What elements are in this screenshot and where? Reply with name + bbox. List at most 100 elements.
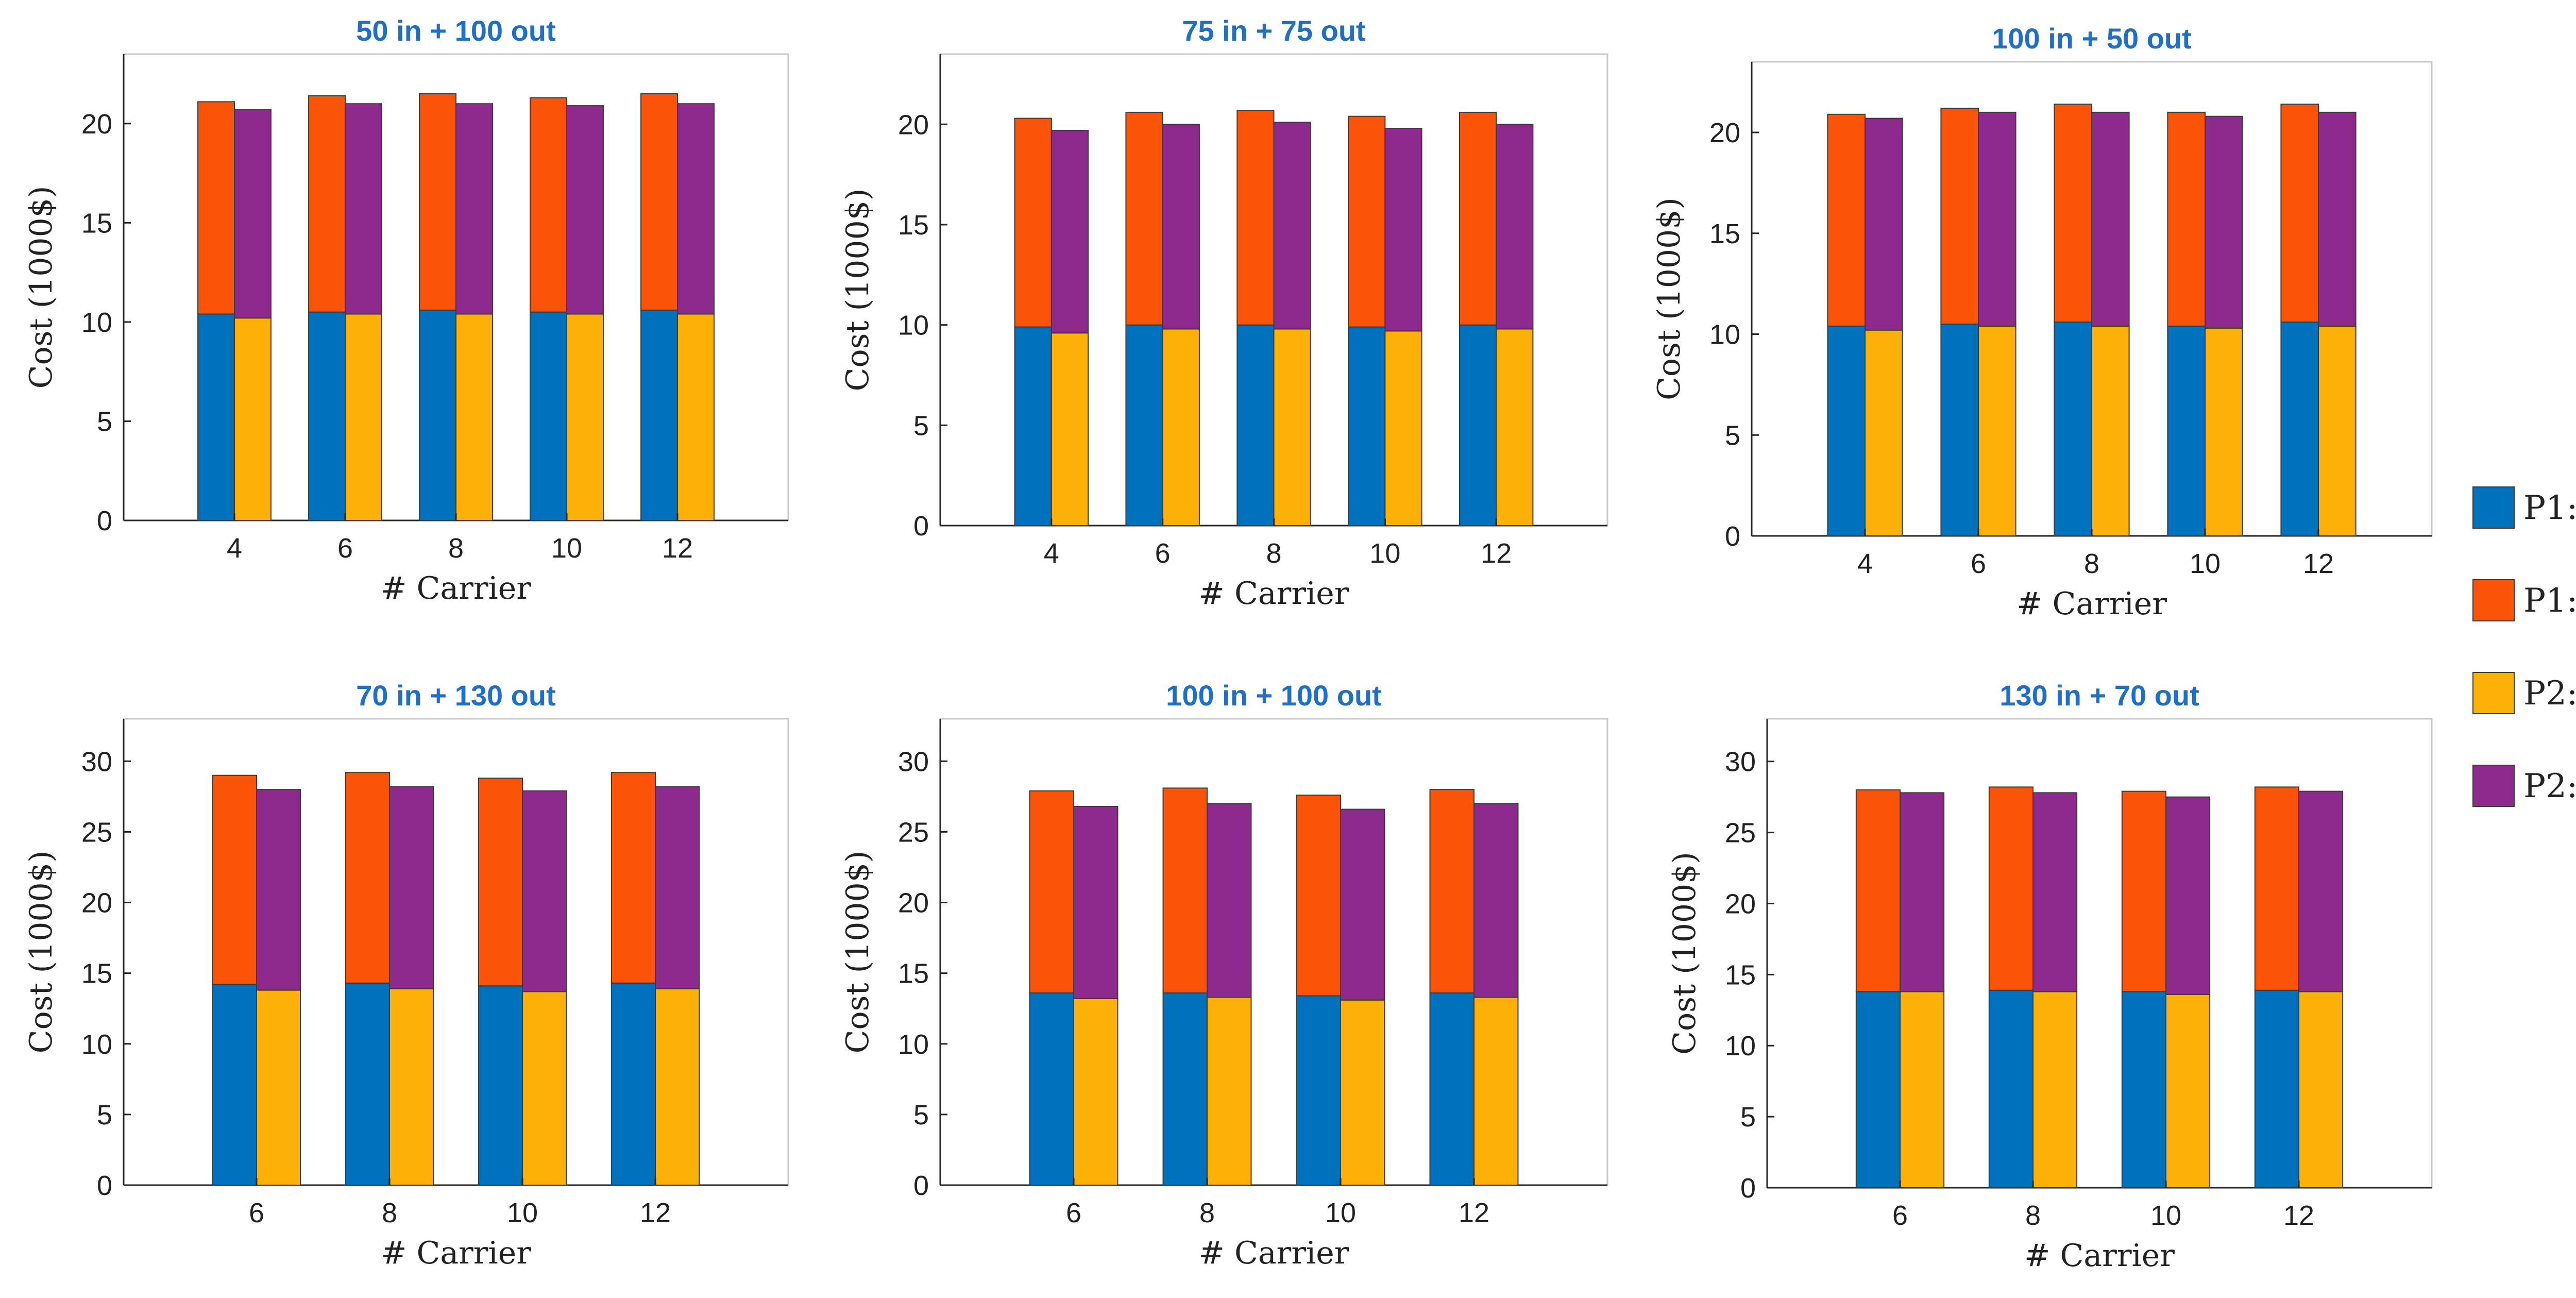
bar-segment	[1988, 786, 2034, 991]
chart-title: 130 in + 70 out	[1999, 679, 2199, 712]
bar-segment	[1073, 998, 1118, 1186]
bar-segment	[1296, 995, 1342, 1186]
bar-segment	[2054, 104, 2092, 323]
bar-segment	[1855, 789, 1901, 992]
y-tick-label: 15	[898, 210, 929, 241]
chart-panel-1: 50 in + 100 out 0 5 10 15 20 4 6 8 10 12 # Carrier C…	[23, 14, 789, 606]
bar-segment	[1827, 325, 1866, 536]
x-axis-label: # Carrier	[1199, 1235, 1349, 1271]
y-axis-label: Cost (1000$)	[840, 851, 876, 1054]
y-tick-label: 0	[913, 511, 929, 542]
y-tick-label: 15	[1725, 959, 1756, 990]
chart-panel-4: 70 in + 130 out 0 5 10 15 20 25 30 6 8 10 12 # Carri…	[23, 679, 789, 1271]
chart-panel-3: 100 in + 50 out 0 5 10 15 20 4 6 8 10 12 # Carrier C…	[1651, 22, 2433, 622]
bar-segment	[197, 313, 235, 521]
x-tick-label: 10	[2190, 548, 2221, 579]
y-axis-label: Cost (1000$)	[23, 851, 59, 1054]
x-tick-label: 12	[1481, 538, 1512, 569]
bar-segment	[308, 311, 346, 521]
bar-segment	[2091, 111, 2130, 327]
x-tick-label: 8	[382, 1198, 397, 1228]
bar-segment	[1978, 111, 2016, 327]
bar-segment	[2280, 322, 2319, 537]
x-tick-label: 6	[1971, 548, 1986, 579]
x-tick-label: 10	[551, 533, 582, 564]
y-tick-label: 5	[97, 406, 112, 437]
bar-segment	[212, 984, 257, 1186]
y-tick-label: 10	[81, 307, 112, 338]
x-tick-label: 8	[1199, 1198, 1215, 1228]
bar-segment	[1459, 111, 1497, 326]
y-tick-label: 25	[898, 817, 929, 848]
y-tick-label: 5	[913, 410, 929, 441]
bar-segment	[1296, 795, 1342, 997]
y-tick-label: 0	[97, 505, 112, 536]
bar-segment	[455, 313, 493, 521]
y-tick-label: 15	[81, 208, 112, 239]
chart-title: 100 in + 50 out	[1992, 22, 2192, 55]
bar-segment	[389, 988, 434, 1186]
x-tick-label: 12	[662, 533, 693, 564]
bar-segment	[611, 982, 656, 1186]
bar-segment	[1014, 326, 1052, 526]
legend-swatch	[2472, 579, 2515, 621]
bar-segment	[566, 313, 604, 521]
x-tick-label: 12	[2283, 1200, 2314, 1231]
legend-swatch	[2472, 765, 2515, 807]
bar-segment	[256, 989, 301, 1186]
legend-item: P1:0.10	[2472, 486, 2576, 529]
y-tick-label: 15	[898, 958, 929, 989]
legend-label: P1:0.05	[2523, 582, 2576, 620]
chart-panel-6: 130 in + 70 out 0 5 10 15 20 25 30 6 8 10 12 # Carri…	[1667, 679, 2433, 1274]
x-axis-label: # Carrier	[381, 570, 531, 606]
bar-segment	[2165, 993, 2211, 1189]
bar-segment	[1073, 806, 1118, 999]
y-tick-label: 0	[97, 1170, 112, 1201]
bar-segment	[2054, 322, 2092, 537]
y-tick-label: 20	[898, 109, 929, 140]
bar-segment	[1273, 328, 1311, 526]
y-tick-label: 20	[1709, 117, 1740, 148]
bar-segment	[1384, 330, 1422, 526]
bar-segment	[419, 93, 456, 311]
y-tick-label: 20	[1725, 888, 1756, 919]
y-axis-label: Cost (1000$)	[23, 186, 59, 389]
bar-segment	[234, 109, 272, 319]
x-tick-label: 6	[1155, 538, 1171, 569]
y-tick-label: 0	[913, 1170, 929, 1201]
bar-segment	[345, 772, 390, 984]
y-tick-label: 20	[81, 888, 112, 919]
chart-legend: P1:0.10 P1:0.05 P2:0.10 P2:0.05	[2472, 486, 2576, 807]
y-tick-label: 0	[1725, 521, 1740, 552]
bar-segment	[1273, 122, 1311, 330]
bar-segment	[1940, 323, 1979, 536]
bar-segment	[1029, 992, 1075, 1186]
bar-segment	[1207, 803, 1252, 998]
x-tick-label: 4	[1044, 538, 1059, 569]
bar-segment	[345, 982, 390, 1186]
bar-segment	[1162, 124, 1200, 330]
y-tick-label: 10	[81, 1029, 112, 1060]
x-tick-label: 8	[1266, 538, 1281, 569]
chart-title: 75 in + 75 out	[1182, 14, 1365, 47]
chart-panel-5: 100 in + 100 out 0 5 10 15 20 25 30 6 8 10 12 # Carr…	[840, 679, 1608, 1271]
legend-item: P1:0.05	[2472, 579, 2576, 621]
bar-segment	[345, 103, 382, 315]
bar-segment	[2205, 327, 2243, 536]
bar-segment	[308, 95, 346, 313]
legend-label: P2:0.05	[2523, 767, 2576, 805]
y-tick-label: 5	[913, 1100, 929, 1131]
y-tick-label: 5	[1740, 1102, 1756, 1133]
bar-segment	[1429, 789, 1475, 994]
bar-segment	[1865, 329, 1903, 536]
x-axis-label: # Carrier	[2016, 586, 2167, 622]
y-tick-label: 30	[81, 746, 112, 777]
x-tick-label: 10	[1325, 1198, 1356, 1228]
x-axis-label: # Carrier	[2024, 1238, 2175, 1274]
bar-segment	[478, 985, 523, 1186]
y-tick-label: 30	[1725, 747, 1756, 778]
x-tick-label: 12	[640, 1198, 671, 1228]
bar-segment	[1855, 991, 1901, 1189]
x-tick-label: 10	[1369, 538, 1400, 569]
